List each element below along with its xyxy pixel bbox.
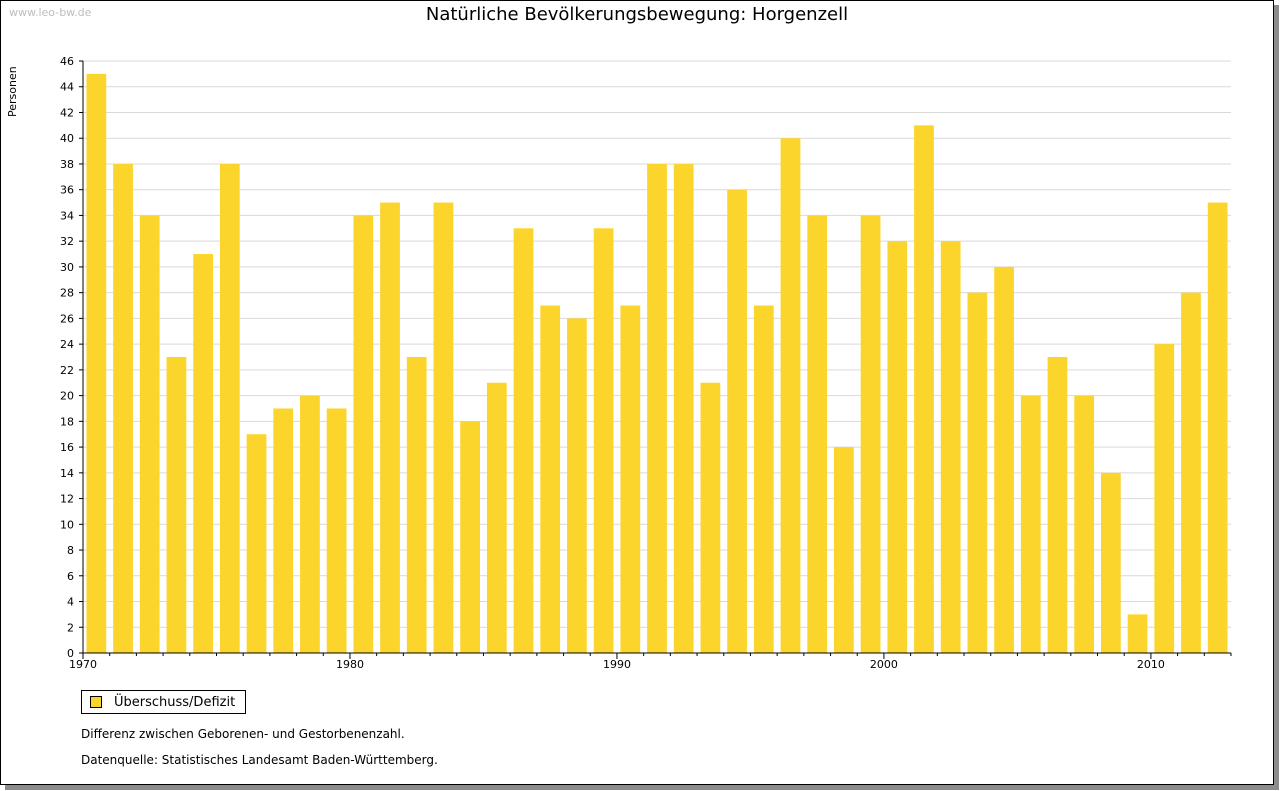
bar [193,254,214,654]
description-note: Differenz zwischen Geborenen- und Gestor… [81,727,405,741]
y-tick-label: 32 [60,235,74,248]
y-tick-label: 2 [67,621,74,634]
bar [780,138,801,653]
bar [593,228,614,653]
y-tick-label: 44 [60,81,74,94]
y-tick-label: 36 [60,184,74,197]
bar [219,163,240,653]
bar [807,215,828,653]
legend-swatch [90,696,102,708]
x-tick-label: 2010 [1137,658,1165,671]
bar [700,382,721,653]
y-tick-label: 40 [60,132,74,145]
bar [967,292,988,653]
watermark: www.leo-bw.de [9,6,92,19]
bar [1100,472,1121,653]
bar [914,125,934,653]
y-tick-label: 24 [60,338,74,351]
bar [486,382,507,653]
bar [647,163,667,653]
bar [113,163,133,653]
y-tick-label: 12 [60,493,74,506]
bar [727,189,747,653]
bar [406,357,427,653]
y-tick-label: 34 [60,209,74,222]
bar [1127,614,1148,653]
bar [1181,292,1201,653]
y-tick-label: 42 [60,106,74,119]
bar [1020,395,1041,653]
y-tick-label: 30 [60,261,74,274]
bar [380,202,400,653]
bar [273,408,294,653]
x-tick-label: 1970 [69,658,97,671]
y-tick-label: 0 [67,647,74,660]
bar [139,215,160,653]
y-tick-label: 26 [60,312,74,325]
x-tick-label: 1980 [336,658,364,671]
y-tick-label: 22 [60,364,74,377]
bar [834,447,854,653]
x-tick-label: 1990 [603,658,631,671]
chart-title: Natürliche Bevölkerungsbewegung: Horgenz… [425,4,849,25]
bar [994,266,1014,653]
y-tick-label: 18 [60,415,74,428]
y-tick-label: 14 [60,467,74,480]
y-tick-label: 38 [60,158,74,171]
bar [513,228,534,653]
bar [887,241,908,653]
bar [940,241,961,653]
bar [353,215,374,653]
bar [1047,357,1068,653]
bar [300,395,320,653]
y-tick-label: 28 [60,287,74,300]
bar [433,202,454,653]
bar [1154,344,1175,653]
y-tick-label: 4 [67,596,74,609]
y-tick-label: 8 [67,544,74,557]
bar [753,305,774,653]
bar [86,73,107,653]
bar [860,215,881,653]
bar [1207,202,1228,653]
bar [673,163,694,653]
bar [460,421,480,653]
bar [620,305,641,653]
bar [567,318,587,653]
y-tick-label: 46 [60,55,74,68]
source-note: Datenquelle: Statistisches Landesamt Bad… [81,753,438,767]
x-tick-label: 2000 [870,658,898,671]
legend: Überschuss/Defizit [81,690,247,714]
y-tick-label: 10 [60,518,74,531]
bar [1074,395,1095,653]
bar [166,357,187,653]
y-tick-label: 16 [60,441,74,454]
bar [246,434,267,653]
bar [540,305,561,653]
legend-label: Überschuss/Defizit [114,694,236,710]
y-tick-label: 20 [60,390,74,403]
bar [326,408,347,653]
y-tick-label: 6 [67,570,74,583]
